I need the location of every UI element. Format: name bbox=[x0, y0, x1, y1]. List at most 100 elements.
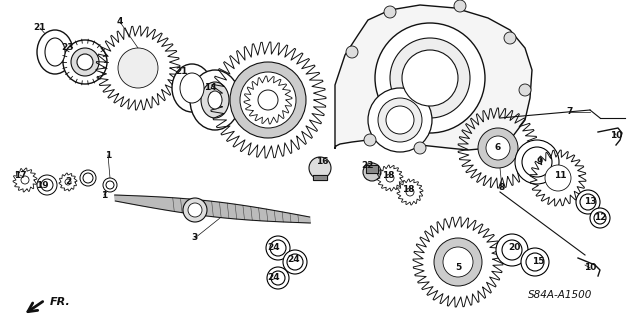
Circle shape bbox=[364, 134, 376, 146]
Circle shape bbox=[576, 190, 600, 214]
Circle shape bbox=[71, 48, 99, 76]
Circle shape bbox=[21, 176, 29, 184]
Circle shape bbox=[580, 194, 596, 210]
Circle shape bbox=[287, 254, 303, 270]
Text: 10: 10 bbox=[584, 263, 596, 272]
Text: 8: 8 bbox=[499, 183, 505, 192]
Circle shape bbox=[545, 165, 571, 191]
Circle shape bbox=[346, 46, 358, 58]
Circle shape bbox=[126, 56, 150, 80]
Circle shape bbox=[258, 90, 278, 110]
Text: 7: 7 bbox=[567, 108, 573, 116]
Circle shape bbox=[502, 240, 522, 260]
Text: 16: 16 bbox=[316, 158, 328, 167]
Ellipse shape bbox=[180, 73, 204, 103]
Polygon shape bbox=[115, 195, 310, 223]
Circle shape bbox=[283, 250, 307, 274]
Polygon shape bbox=[335, 5, 532, 150]
Text: 24: 24 bbox=[288, 256, 300, 264]
Text: 6: 6 bbox=[495, 144, 501, 152]
Text: 1: 1 bbox=[101, 190, 107, 199]
Text: 1: 1 bbox=[105, 151, 111, 160]
Circle shape bbox=[37, 175, 57, 195]
Circle shape bbox=[486, 136, 510, 160]
Text: S84A-A1500: S84A-A1500 bbox=[528, 290, 592, 300]
Ellipse shape bbox=[45, 38, 65, 66]
Circle shape bbox=[443, 247, 473, 277]
Circle shape bbox=[80, 170, 96, 186]
Circle shape bbox=[594, 212, 606, 224]
Text: 4: 4 bbox=[117, 18, 123, 26]
Text: 14: 14 bbox=[204, 84, 216, 93]
Circle shape bbox=[368, 88, 432, 152]
Circle shape bbox=[390, 38, 470, 118]
Circle shape bbox=[230, 62, 306, 138]
Circle shape bbox=[522, 147, 552, 177]
Circle shape bbox=[384, 6, 396, 18]
Text: 3: 3 bbox=[192, 234, 198, 242]
Circle shape bbox=[188, 203, 202, 217]
Circle shape bbox=[402, 50, 458, 106]
Circle shape bbox=[375, 23, 485, 133]
Circle shape bbox=[262, 94, 274, 106]
Circle shape bbox=[494, 134, 506, 146]
Circle shape bbox=[378, 98, 422, 142]
Text: 21: 21 bbox=[176, 68, 188, 77]
Circle shape bbox=[41, 179, 53, 191]
Polygon shape bbox=[366, 165, 378, 173]
Circle shape bbox=[267, 267, 289, 289]
Circle shape bbox=[496, 234, 528, 266]
Circle shape bbox=[118, 48, 158, 88]
Circle shape bbox=[454, 0, 466, 12]
Circle shape bbox=[550, 170, 566, 186]
Circle shape bbox=[488, 138, 508, 158]
Text: 21: 21 bbox=[34, 24, 46, 33]
Circle shape bbox=[65, 179, 71, 185]
Ellipse shape bbox=[37, 30, 73, 74]
Ellipse shape bbox=[201, 82, 229, 118]
Text: 18: 18 bbox=[402, 186, 414, 195]
Circle shape bbox=[183, 198, 207, 222]
Circle shape bbox=[515, 140, 559, 184]
Circle shape bbox=[519, 84, 531, 96]
Text: 12: 12 bbox=[594, 213, 606, 222]
Circle shape bbox=[590, 208, 610, 228]
Circle shape bbox=[103, 178, 117, 192]
Circle shape bbox=[260, 92, 276, 108]
Text: 23: 23 bbox=[61, 43, 74, 53]
Text: 24: 24 bbox=[268, 243, 280, 253]
Text: FR.: FR. bbox=[50, 297, 71, 307]
Text: 18: 18 bbox=[381, 170, 394, 180]
Text: 9: 9 bbox=[537, 158, 543, 167]
Circle shape bbox=[106, 181, 114, 189]
Circle shape bbox=[270, 240, 286, 256]
Circle shape bbox=[386, 106, 414, 134]
Circle shape bbox=[386, 174, 394, 182]
Circle shape bbox=[240, 72, 296, 128]
Circle shape bbox=[266, 236, 290, 260]
Text: 22: 22 bbox=[362, 160, 374, 169]
Circle shape bbox=[309, 157, 331, 179]
Text: 17: 17 bbox=[13, 170, 26, 180]
Circle shape bbox=[271, 271, 285, 285]
Text: 5: 5 bbox=[455, 263, 461, 272]
Text: 19: 19 bbox=[36, 181, 48, 189]
Text: 2: 2 bbox=[65, 177, 71, 187]
Text: 10: 10 bbox=[610, 130, 622, 139]
Text: 11: 11 bbox=[554, 170, 566, 180]
Circle shape bbox=[504, 32, 516, 44]
Text: 15: 15 bbox=[532, 257, 544, 266]
Text: 24: 24 bbox=[268, 273, 280, 283]
Ellipse shape bbox=[190, 70, 240, 130]
Polygon shape bbox=[313, 175, 327, 180]
Ellipse shape bbox=[208, 91, 222, 109]
Ellipse shape bbox=[172, 64, 212, 112]
Circle shape bbox=[446, 250, 470, 274]
Text: 20: 20 bbox=[508, 243, 520, 253]
Circle shape bbox=[434, 238, 482, 286]
Circle shape bbox=[521, 248, 549, 276]
Circle shape bbox=[363, 163, 381, 181]
Circle shape bbox=[406, 188, 414, 196]
Circle shape bbox=[63, 40, 107, 84]
Circle shape bbox=[77, 54, 93, 70]
